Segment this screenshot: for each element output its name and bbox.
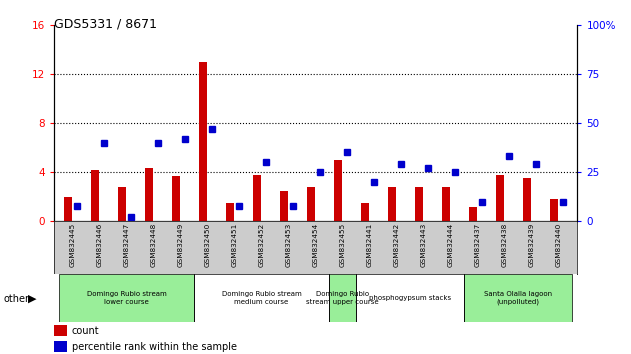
Text: GSM832437: GSM832437 [475, 223, 480, 267]
Bar [495, 175, 504, 221]
Bar [59, 274, 194, 322]
Bar [199, 62, 207, 221]
Text: GSM832446: GSM832446 [97, 223, 102, 267]
Bar [252, 175, 261, 221]
Bar [54, 325, 67, 336]
Bar [442, 187, 450, 221]
Text: GDS5331 / 8671: GDS5331 / 8671 [54, 18, 156, 31]
Bar [144, 169, 153, 221]
Text: GSM832438: GSM832438 [502, 223, 507, 267]
Text: GSM832447: GSM832447 [124, 223, 129, 267]
Bar [54, 341, 67, 353]
Bar [415, 187, 423, 221]
Bar [550, 199, 558, 221]
Bar [307, 187, 315, 221]
Text: Domingo Rubio stream
medium course: Domingo Rubio stream medium course [221, 291, 302, 305]
Bar [360, 203, 369, 221]
Text: Domingo Rubio stream
lower course: Domingo Rubio stream lower course [86, 291, 167, 305]
Text: GSM832445: GSM832445 [69, 223, 76, 267]
Text: GSM832439: GSM832439 [529, 223, 534, 267]
Text: other: other [3, 294, 29, 304]
Text: GSM832444: GSM832444 [447, 223, 454, 267]
Bar [469, 206, 476, 221]
Bar [387, 187, 396, 221]
Bar [334, 160, 342, 221]
Bar [464, 274, 572, 322]
Text: Santa Olalla lagoon
(unpolluted): Santa Olalla lagoon (unpolluted) [484, 291, 552, 305]
Text: count: count [72, 326, 100, 336]
Bar [356, 274, 464, 322]
Text: GSM832449: GSM832449 [177, 223, 184, 267]
Bar [64, 197, 72, 221]
Text: GSM832442: GSM832442 [394, 223, 399, 267]
Text: GSM832451: GSM832451 [232, 223, 237, 267]
Bar [194, 274, 329, 322]
Text: ▶: ▶ [28, 294, 37, 304]
Text: GSM832441: GSM832441 [367, 223, 372, 267]
Text: Domingo Rubio
stream upper course: Domingo Rubio stream upper course [306, 291, 379, 305]
Bar [280, 190, 288, 221]
Bar [226, 203, 233, 221]
Text: phosphogypsum stacks: phosphogypsum stacks [369, 295, 451, 301]
Text: GSM832440: GSM832440 [555, 223, 562, 267]
Text: percentile rank within the sample: percentile rank within the sample [72, 342, 237, 352]
Bar [91, 170, 98, 221]
Bar [522, 178, 531, 221]
Text: GSM832455: GSM832455 [339, 223, 346, 267]
Text: GSM832453: GSM832453 [285, 223, 292, 267]
Text: GSM832452: GSM832452 [259, 223, 264, 267]
Text: GSM832448: GSM832448 [151, 223, 156, 267]
Bar [117, 187, 126, 221]
Text: GSM832443: GSM832443 [420, 223, 427, 267]
Bar [172, 176, 180, 221]
Text: GSM832454: GSM832454 [312, 223, 319, 267]
Bar [329, 274, 356, 322]
Text: GSM832450: GSM832450 [204, 223, 211, 267]
